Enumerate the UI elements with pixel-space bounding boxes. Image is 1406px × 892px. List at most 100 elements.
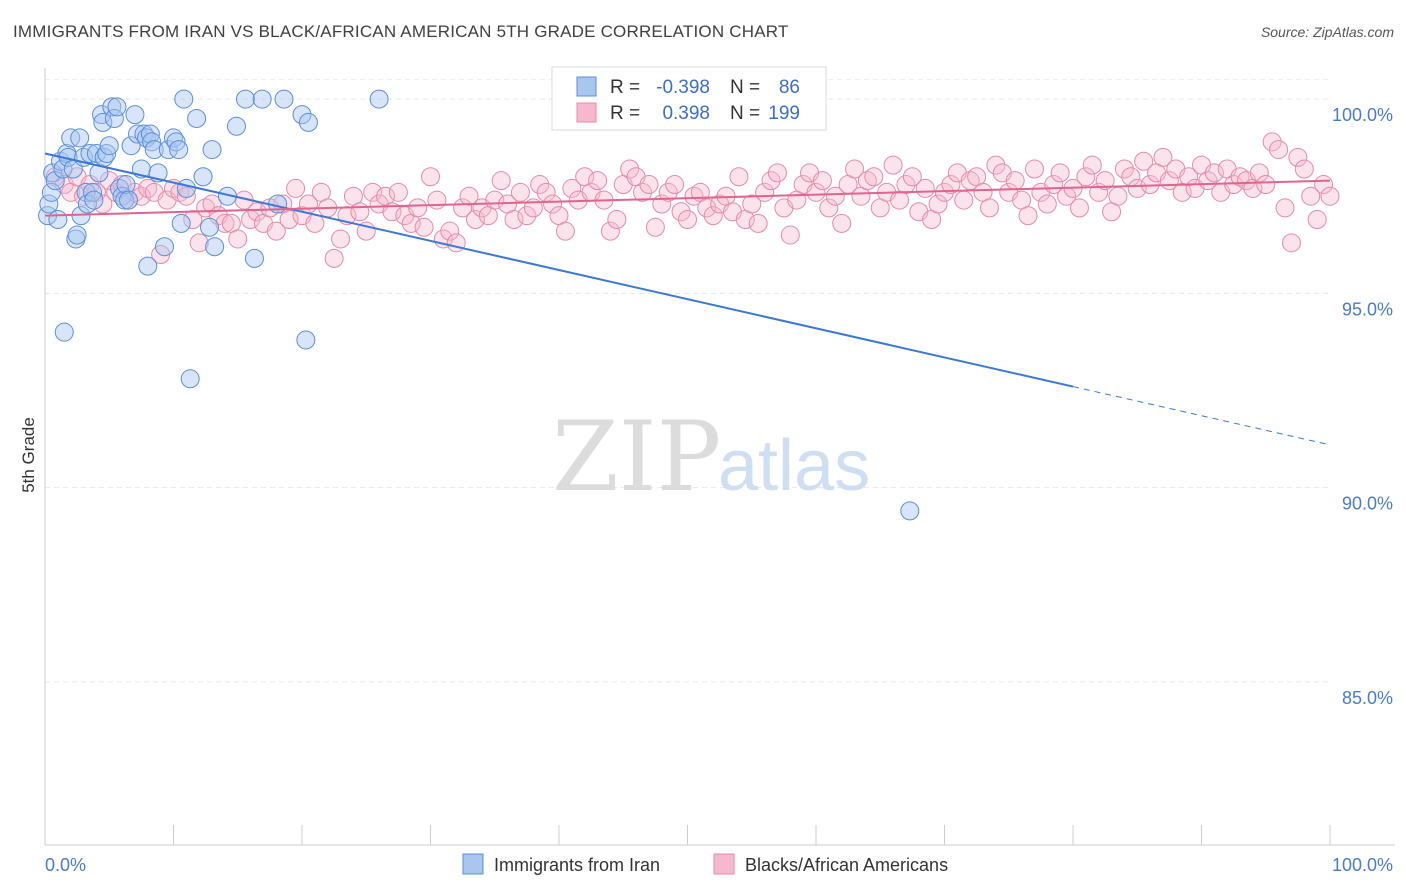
blacks-point-127 (864, 167, 884, 187)
blacks-point-149 (1005, 171, 1025, 191)
legend-r-value-1: -0.398 (656, 77, 710, 98)
blacks-point-156 (1050, 163, 1070, 183)
bottom-legend-label-blacks: Blacks/African Americans (745, 855, 948, 875)
iran-point-73 (369, 89, 389, 109)
blacks-point-86 (600, 221, 620, 241)
legend-n-label-1: N = (730, 77, 760, 98)
iran-point-74 (900, 501, 920, 521)
iran-point-4 (45, 171, 65, 191)
blacks-point-47 (350, 202, 370, 222)
blacks-point-194 (1294, 159, 1314, 179)
bottom-legend-label-iran: Immigrants from Iran (494, 855, 660, 875)
blacks-point-22 (189, 233, 209, 253)
iran-point-15 (70, 128, 90, 148)
iran-point-25 (92, 105, 112, 125)
blacks-point-183 (1224, 175, 1244, 195)
blacks-point-132 (896, 175, 916, 195)
legend-n-label-2: N = (730, 103, 760, 124)
iran-point-26 (93, 112, 113, 132)
blacks-point-58 (421, 167, 440, 187)
blacks-point-43 (324, 248, 344, 268)
blacks-point-190 (1269, 140, 1289, 160)
blacks-point-97 (671, 202, 691, 222)
blacks-point-57 (414, 217, 434, 237)
watermark-zip: ZIP (552, 401, 721, 513)
legend-r-value-2: 0.398 (662, 103, 710, 124)
blacks-point-102 (703, 206, 723, 226)
blacks-point-28 (228, 229, 248, 249)
blacks-point-133 (902, 167, 922, 187)
blacks-point-64 (459, 186, 479, 206)
blacks-point-120 (819, 198, 839, 218)
iran-point-1 (39, 194, 59, 214)
iran-point-32 (107, 97, 127, 117)
iran-point-37 (119, 190, 139, 210)
blacks-point-36 (279, 210, 299, 230)
blacks-point-26 (215, 213, 235, 233)
iran-point-70 (292, 105, 312, 125)
legend-swatch-iran (576, 76, 597, 97)
blacks-point-34 (266, 221, 286, 241)
blacks-point-31 (247, 202, 267, 222)
blacks-point-192 (1281, 233, 1301, 253)
iran-point-20 (80, 143, 100, 163)
iran-point-2 (41, 182, 61, 202)
iran-point-49 (155, 237, 175, 257)
iran-point-38 (121, 136, 141, 156)
iran-point-21 (83, 182, 103, 202)
blacks-point-180 (1204, 163, 1224, 183)
y-axis-label: 5th Grade (19, 417, 38, 493)
blacks-point-96 (665, 175, 685, 195)
blacks-point-53 (388, 182, 408, 202)
y-tick-label-0: 85.0% (1342, 688, 1393, 708)
blacks-point-169 (1134, 151, 1154, 171)
blacks-point-108 (742, 194, 762, 214)
blacks-point-122 (832, 213, 852, 233)
blacks-point-98 (678, 210, 697, 230)
iran-point-67 (252, 89, 272, 109)
y-tick-label-1: 90.0% (1342, 494, 1393, 514)
blacks-point-166 (1114, 159, 1134, 179)
bottom-legend-swatch-iran (462, 853, 484, 875)
blacks-point-124 (845, 159, 865, 179)
iran-point-56 (176, 178, 196, 198)
blacks-point-87 (607, 210, 627, 230)
blacks-point-73 (517, 206, 537, 226)
blacks-point-56 (408, 198, 428, 218)
blacks-point-111 (761, 171, 781, 191)
iran-point-8 (54, 322, 74, 342)
blacks-point-196 (1307, 210, 1327, 230)
legend-r-label-1: R = (610, 77, 640, 98)
iran-trend-line (44, 152, 1074, 388)
blacks-point-106 (729, 167, 749, 187)
blacks-point-146 (986, 155, 1006, 175)
blacks-point-188 (1256, 175, 1276, 195)
iran-point-69 (274, 89, 294, 109)
iran-point-14 (67, 225, 87, 245)
iran-point-5 (48, 210, 68, 230)
iran-point-36 (116, 175, 136, 195)
iran-point-66 (244, 248, 264, 268)
series-legend: Immigrants from Iran Blacks/African Amer… (462, 853, 948, 875)
iran-point-30 (102, 97, 122, 117)
iran-point-60 (199, 217, 219, 237)
iran-point-22 (84, 190, 104, 210)
blacks-point-135 (915, 178, 935, 198)
blacks-point-176 (1179, 167, 1199, 187)
y-tick-labels: 85.0% 90.0% 95.0% 100.0% (1332, 105, 1393, 708)
legend-r-label-2: R = (610, 103, 640, 124)
blacks-point-193 (1288, 147, 1308, 167)
blacks-point-101 (697, 198, 717, 218)
blacks-point-195 (1301, 186, 1321, 206)
blacks-point-24 (202, 194, 222, 214)
iran-point-39 (125, 105, 145, 125)
blacks-point-160 (1076, 167, 1096, 187)
blacks-point-84 (588, 171, 608, 191)
y-tick-label-3: 100.0% (1332, 105, 1393, 125)
iran-point-58 (187, 109, 207, 129)
iran-point-52 (166, 132, 186, 152)
blacks-point-89 (620, 159, 640, 179)
blacks-point-198 (1320, 186, 1340, 206)
iran-point-46 (142, 132, 162, 152)
